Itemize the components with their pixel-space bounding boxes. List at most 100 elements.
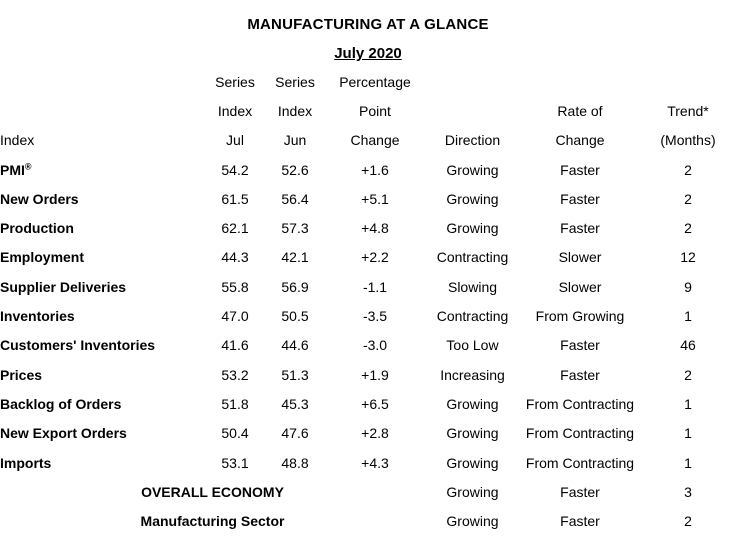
index-name: Backlog of Orders: [0, 395, 122, 412]
header-cell: [425, 96, 520, 125]
cell-series-index-jun: 56.4: [281, 190, 309, 207]
cell-series-index-jun: 45.3: [281, 395, 309, 412]
header-cell-index: Index: [0, 132, 35, 149]
header-cell-rate-change: Change: [555, 132, 605, 149]
cell-percentage-point-change: +1.6: [361, 161, 389, 178]
header-row-2: Index Index Point Rate of Trend*: [0, 96, 736, 125]
table-row: Imports 53.1 48.8 +4.3 Growing From Cont…: [0, 448, 736, 477]
row-index-label: PMI®: [0, 155, 205, 184]
cell-series-index-jul: 53.2: [221, 366, 249, 383]
cell-percentage-point-change: +2.2: [361, 249, 389, 266]
index-name: New Export Orders: [0, 425, 127, 442]
header-cell-index-jul: Index: [217, 102, 253, 119]
cell-rate-of-change: Slower: [558, 249, 602, 266]
header-cell-direction: Direction: [444, 132, 501, 149]
table-header: Series Series Percentage Index Index Poi…: [0, 67, 736, 155]
header-cell-jul: Jul: [226, 132, 244, 149]
index-name: PMI: [0, 161, 25, 178]
cell-trend-months: 2: [684, 513, 692, 530]
index-name: Supplier Deliveries: [0, 278, 127, 295]
table-row: PMI® 54.2 52.6 +1.6 Growing Faster 2: [0, 155, 736, 184]
table-row: Supplier Deliveries 55.8 56.9 -1.1 Slowi…: [0, 272, 736, 301]
row-index-label: New Orders: [0, 184, 205, 213]
cell-direction: Growing: [446, 454, 499, 471]
cell-series-index-jul: 62.1: [221, 220, 249, 237]
header-cell-index-jun: Index: [277, 102, 313, 119]
cell-direction: Growing: [446, 395, 499, 412]
table-row: Customers' Inventories 41.6 44.6 -3.0 To…: [0, 331, 736, 360]
cell-direction: Growing: [446, 513, 499, 530]
row-index-label: Employment: [0, 243, 205, 272]
table-row: Production 62.1 57.3 +4.8 Growing Faster…: [0, 213, 736, 242]
cell-trend-months: 2: [684, 220, 692, 237]
cell-series-index-jul: 47.0: [221, 308, 249, 325]
cell-direction: Growing: [446, 425, 499, 442]
cell-trend-months: 1: [684, 308, 692, 325]
header-cell-percentage: Percentage: [339, 73, 411, 90]
cell-percentage-point-change: +5.1: [361, 190, 389, 207]
cell-rate-of-change: Slower: [558, 278, 602, 295]
registered-trademark-mark: ®: [24, 160, 32, 171]
row-index-label: Imports: [0, 448, 205, 477]
cell-direction: Too Low: [446, 337, 499, 354]
row-index-label: Backlog of Orders: [0, 389, 205, 418]
header-cell: [520, 67, 640, 96]
cell-rate-of-change: From Growing: [535, 308, 625, 325]
cell-series-index-jun: 56.9: [281, 278, 309, 295]
cell-trend-months: 1: [684, 395, 692, 412]
cell-trend-months: 2: [684, 190, 692, 207]
header-cell: [0, 96, 205, 125]
cell-percentage-point-change: +6.5: [361, 395, 389, 412]
cell-series-index-jul: 54.2: [221, 161, 249, 178]
cell-trend-months: 1: [684, 425, 692, 442]
summary-label: Manufacturing Sector: [140, 513, 285, 530]
cell-series-index-jun: 57.3: [281, 220, 309, 237]
row-index-label: Prices: [0, 360, 205, 389]
header-row-1: Series Series Percentage: [0, 67, 736, 96]
cell-percentage-point-change: +4.8: [361, 220, 389, 237]
index-name: Customers' Inventories: [0, 337, 156, 354]
header-row-3: Index Jul Jun Change Direction Change (M…: [0, 126, 736, 155]
cell-rate-of-change: From Contracting: [525, 425, 635, 442]
cell-series-index-jul: 44.3: [221, 249, 249, 266]
manufacturing-glance-table: Series Series Percentage Index Index Poi…: [0, 67, 736, 536]
summary-label: OVERALL ECONOMY: [141, 483, 284, 500]
summary-row: Manufacturing Sector Growing Faster 2: [0, 506, 736, 535]
cell-series-index-jul: 55.8: [221, 278, 249, 295]
cell-rate-of-change: Faster: [560, 220, 600, 237]
cell-trend-months: 12: [680, 249, 696, 266]
cell-rate-of-change: Faster: [560, 366, 600, 383]
cell-direction: Contracting: [436, 249, 509, 266]
cell-direction: Growing: [446, 483, 499, 500]
report-month: July 2020: [334, 45, 402, 62]
page-title: MANUFACTURING AT A GLANCE: [247, 16, 489, 33]
index-name: Inventories: [0, 308, 75, 325]
table-row: New Orders 61.5 56.4 +5.1 Growing Faster…: [0, 184, 736, 213]
cell-trend-months: 46: [680, 337, 696, 354]
row-index-label: Supplier Deliveries: [0, 272, 205, 301]
cell-series-index-jun: 42.1: [281, 249, 309, 266]
cell-trend-months: 1: [684, 454, 692, 471]
header-cell-jun: Jun: [283, 132, 307, 149]
cell-direction: Growing: [446, 220, 499, 237]
index-name: Imports: [0, 454, 52, 471]
cell-trend-months: 3: [684, 483, 692, 500]
cell-trend-months: 9: [684, 278, 692, 295]
header-cell-series-jul: Series: [215, 73, 255, 90]
cell-series-index-jul: 51.8: [221, 395, 249, 412]
cell-rate-of-change: Faster: [560, 161, 600, 178]
header-cell-change: Change: [350, 132, 400, 149]
table-row: Employment 44.3 42.1 +2.2 Contracting Sl…: [0, 243, 736, 272]
table-row: Backlog of Orders 51.8 45.3 +6.5 Growing…: [0, 389, 736, 418]
header-cell-point: Point: [359, 102, 391, 119]
table-row: Prices 53.2 51.3 +1.9 Increasing Faster …: [0, 360, 736, 389]
cell-series-index-jun: 47.6: [281, 425, 309, 442]
header-cell: [425, 67, 520, 96]
table-body: PMI® 54.2 52.6 +1.6 Growing Faster 2 New…: [0, 155, 736, 536]
cell-percentage-point-change: +4.3: [361, 454, 389, 471]
cell-direction: Increasing: [440, 366, 505, 383]
row-index-label: New Export Orders: [0, 419, 205, 448]
header-cell-trend: Trend*: [667, 102, 709, 119]
cell-percentage-point-change: -3.0: [362, 337, 388, 354]
